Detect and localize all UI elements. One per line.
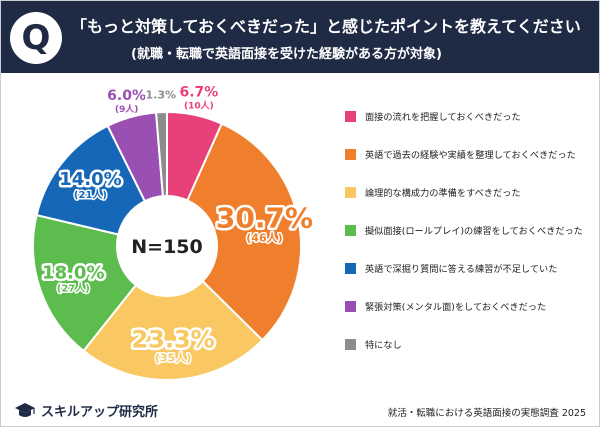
slice-count-label-4: (27人) bbox=[57, 281, 90, 294]
brand-logo: スキルアップ研究所 bbox=[14, 401, 158, 420]
slice-count-label-6: (9人) bbox=[115, 103, 139, 115]
legend-swatch-3 bbox=[345, 186, 356, 198]
legend-label-5: 英語で深掘り質問に答える練習が不足していた bbox=[365, 264, 558, 275]
legend-swatch-2 bbox=[345, 148, 356, 160]
legend-label-2: 英語で過去の経験や実績を整理しておくべきだった bbox=[365, 150, 576, 161]
question-title: 「もっと対策しておくべきだった」と感じたポイントを教えてください bbox=[71, 17, 581, 36]
slice-count-label-2: (46人) bbox=[246, 231, 282, 245]
slice-value-label-6: 6.0% bbox=[107, 88, 146, 104]
legend-swatch-4 bbox=[345, 224, 356, 236]
legend-label-3: 論理的な構成力の準備をすべきだった bbox=[365, 188, 521, 199]
graduation-cap-icon bbox=[15, 402, 35, 417]
donut-hole bbox=[118, 197, 216, 295]
survey-source: 就活・転職における英語面接の実態調査 2025 bbox=[387, 408, 586, 419]
q-badge-letter: Q bbox=[21, 18, 51, 58]
slice-value-label-2: 30.7% bbox=[216, 202, 313, 235]
legend-label-7: 特になし bbox=[365, 340, 402, 351]
legend-label-6: 緊張対策(メンタル面)をしておくべきだった bbox=[365, 302, 547, 313]
legend-item-3: 論理的な構成力の準備をすべきだった bbox=[345, 184, 521, 200]
legend-swatch-6 bbox=[345, 300, 356, 312]
slice-value-label-1: 6.7% bbox=[180, 85, 219, 101]
pie-slice-5 bbox=[35, 124, 147, 236]
legend-swatch-1 bbox=[345, 110, 356, 122]
q-badge: Q bbox=[10, 12, 62, 64]
legend-item-7: 特になし bbox=[345, 336, 402, 352]
pie-slice-2 bbox=[186, 122, 302, 342]
slice-value-label-3: 23.3% bbox=[131, 326, 214, 354]
legend-swatch-7 bbox=[345, 338, 356, 350]
donut-chart: 6.7%(10人) 30.7%(46人) 23.3%(35人) 18.0%(27人) 1… bbox=[32, 83, 316, 381]
slice-value-label-7: 1.3% bbox=[146, 89, 177, 102]
question-subtitle: (就職・転職で英語面接を受けた経験がある方が対象) bbox=[131, 47, 442, 62]
legend-item-1: 面接の流れを把握しておくべきだった bbox=[345, 108, 521, 124]
legend-item-5: 英語で深掘り質問に答える練習が不足していた bbox=[345, 260, 557, 276]
pie-slice-7 bbox=[154, 110, 168, 198]
legend-label-4: 擬似面接(ロールプレイ)の練習をしておくべきだった bbox=[365, 226, 583, 237]
slice-count-label-1: (10人) bbox=[184, 100, 214, 112]
brand-name: スキルアップ研究所 bbox=[41, 405, 159, 420]
pie-slice-4 bbox=[32, 213, 138, 353]
slice-value-label-5: 14.0% bbox=[59, 169, 121, 190]
legend-label-1: 面接の流れを把握しておくべきだった bbox=[365, 112, 521, 123]
legend-item-2: 英語で過去の経験や実績を整理しておくべきだった bbox=[345, 146, 576, 162]
legend-swatch-5 bbox=[345, 262, 356, 274]
question-header: Q 「もっと対策しておくべきだった」と感じたポイントを教えてください (就職・転… bbox=[1, 1, 599, 73]
legend-item-4: 擬似面接(ロールプレイ)の練習をしておくべきだった bbox=[345, 222, 583, 238]
pie-slice-3 bbox=[82, 279, 264, 381]
slice-value-label-4: 18.0% bbox=[42, 262, 104, 283]
sample-size-label: N=150 bbox=[131, 236, 202, 258]
slice-count-label-3: (35人) bbox=[155, 351, 191, 365]
slice-count-label-5: (21人) bbox=[74, 188, 107, 201]
legend-item-6: 緊張対策(メンタル面)をしておくべきだった bbox=[345, 298, 546, 314]
